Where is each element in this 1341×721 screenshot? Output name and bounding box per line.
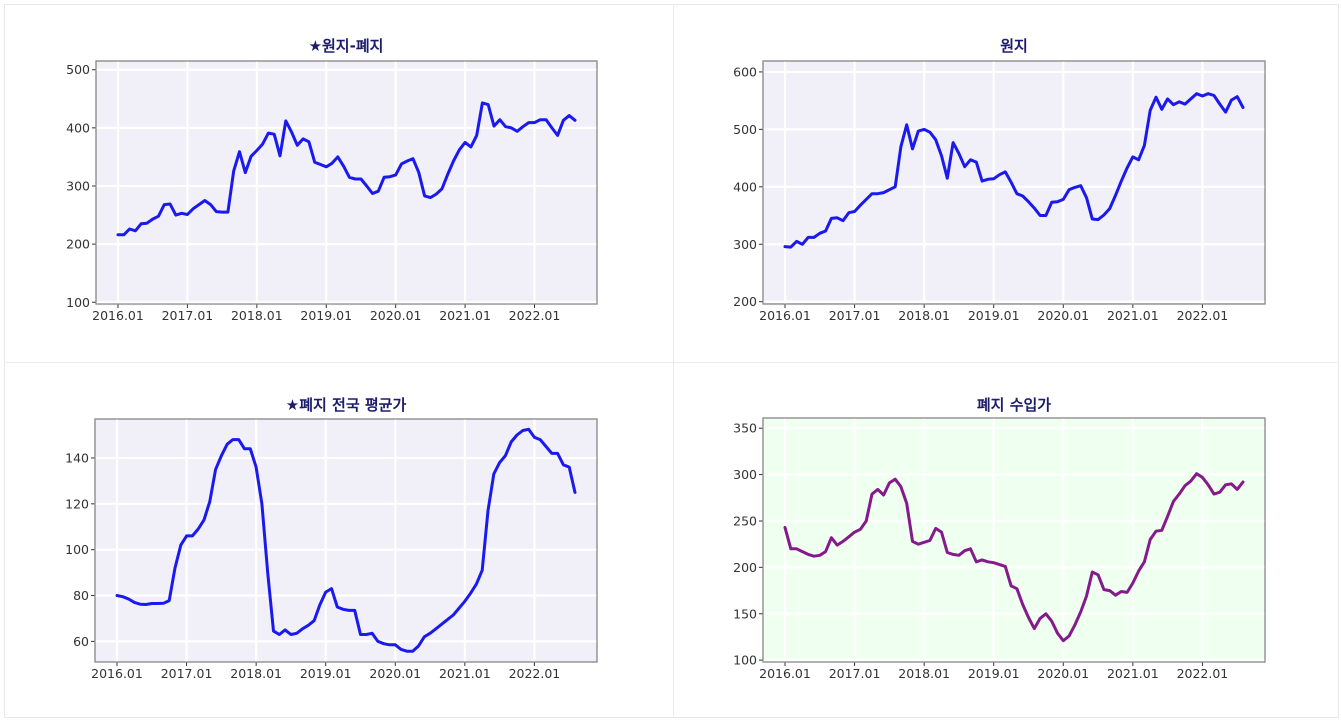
row-divider [5,362,1338,363]
plot-area: 200 300 400 500 600 2016.01 2017.01 2018.01 2019… [733,60,1266,323]
x-tick-label: 2016.01 [92,308,144,323]
x-tick-label: 2017.01 [829,308,881,323]
plot-frame [762,417,1266,663]
y-tick-label: 500 [66,62,90,77]
y-tick-label: 400 [733,179,757,194]
y-tick-label: 80 [73,588,89,603]
chart-panel-pyeji-national-avg: ★폐지 전국 평균가 60 80 100 120 140 2016.01 2017.01 20… [65,396,598,681]
series-line [783,472,1245,643]
y-tick-label: 400 [66,120,90,135]
y-tick-label: 100 [733,653,757,668]
plot-background [762,417,1266,663]
y-tick-label: 60 [73,634,89,649]
x-tick-label: 2020.01 [369,666,421,681]
chart-panel-pyeji-import: 폐지 수입가 100 150 200 250 300 350 2016.01 2017.01 2… [733,396,1266,681]
plot-background [95,60,598,305]
y-tick-label: 300 [66,178,90,193]
plot-frame [95,60,598,305]
y-tick-label: 140 [65,450,89,465]
x-tick-label: 2019.01 [300,666,352,681]
x-tick-label: 2022.01 [1177,666,1229,681]
x-tick-label: 2022.01 [1177,308,1229,323]
y-tick-label: 300 [733,467,757,482]
y-tick-label: 350 [733,421,757,436]
plot-background [94,418,598,663]
plot-frame [94,418,598,663]
chart-title: 폐지 수입가 [977,396,1051,414]
x-tick-label: 2019.01 [968,308,1020,323]
x-tick-label: 2018.01 [231,308,283,323]
plot-area: 100 200 300 400 500 2016.01 2017.01 2018.01 2019… [66,60,598,323]
plot-area: 100 150 200 250 300 350 2016.01 2017.01 2018.01 2… [733,417,1266,681]
x-tick-label: 2016.01 [759,308,811,323]
chart-title: 원지 [1000,37,1028,55]
x-tick-label: 2021.01 [1107,308,1159,323]
x-tick-label: 2021.01 [1107,666,1159,681]
x-tick-label: 2017.01 [162,308,214,323]
x-tick-label: 2020.01 [370,308,422,323]
y-tick-label: 200 [733,294,757,309]
column-divider [673,5,674,717]
y-tick-label: 120 [65,496,89,511]
x-tick-label: 2016.01 [91,666,143,681]
y-tick-label: 600 [733,64,757,79]
y-tick-label: 100 [66,295,90,310]
x-tick-label: 2020.01 [1037,666,1089,681]
x-tick-label: 2016.01 [759,666,811,681]
chart-title: ★폐지 전국 평균가 [286,396,407,414]
x-tick-label: 2021.01 [439,308,491,323]
chart-panel-wonji-pyeji: ★원지-폐지 100 200 300 400 500 2016.01 2017.01 2018… [66,37,598,323]
y-tick-label: 250 [733,513,757,528]
series-line [116,101,577,237]
x-tick-label: 2020.01 [1037,308,1089,323]
x-tick-label: 2019.01 [968,666,1020,681]
y-tick-label: 200 [66,237,90,252]
series-line [115,427,577,653]
y-tick-label: 500 [733,122,757,137]
x-tick-label: 2022.01 [509,666,561,681]
x-tick-label: 2017.01 [829,666,881,681]
y-tick-label: 100 [65,542,89,557]
x-tick-label: 2018.01 [898,666,950,681]
y-tick-label: 200 [733,560,757,575]
plot-frame [762,60,1266,305]
y-tick-label: 300 [733,237,757,252]
plot-area: 60 80 100 120 140 2016.01 2017.01 2018.01 2019.0… [65,418,598,681]
chart-title: ★원지-폐지 [309,37,384,55]
y-tick-label: 150 [733,606,757,621]
x-tick-label: 2018.01 [230,666,282,681]
plot-background [762,60,1266,305]
x-tick-label: 2019.01 [300,308,352,323]
x-tick-label: 2017.01 [161,666,213,681]
x-tick-label: 2018.01 [898,308,950,323]
series-line [783,92,1245,249]
x-tick-label: 2022.01 [509,308,561,323]
x-tick-label: 2021.01 [439,666,491,681]
